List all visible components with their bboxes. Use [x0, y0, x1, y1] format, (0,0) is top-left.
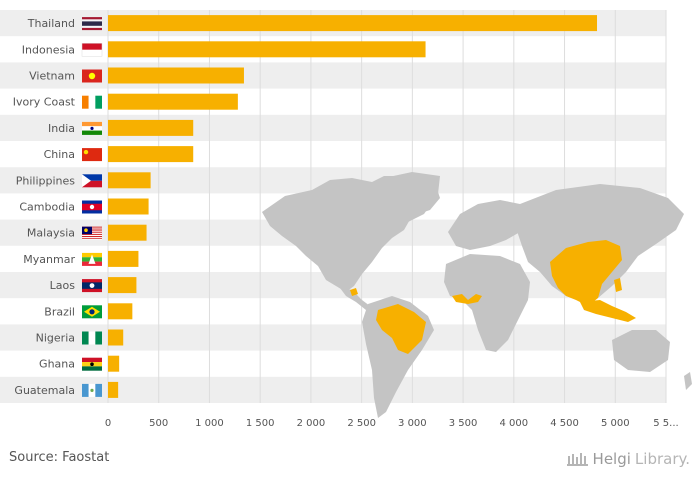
bar — [108, 329, 124, 346]
category-label: Indonesia — [22, 43, 75, 56]
ghana-flag — [82, 357, 102, 371]
x-tick-label: 2 500 — [347, 418, 376, 429]
map-africa — [444, 254, 530, 352]
guatemala-flag — [82, 383, 102, 397]
bar — [108, 277, 137, 294]
bar — [108, 381, 119, 398]
nigeria-flag — [82, 331, 102, 345]
x-tick-label: 4 000 — [499, 418, 528, 429]
bar — [108, 15, 598, 32]
brazil-flag — [82, 305, 102, 319]
brand-logo: Helgi Library. — [566, 450, 690, 468]
brand-name-part1: Helgi — [592, 450, 631, 468]
bar — [108, 250, 139, 267]
category-label: Ghana — [39, 358, 75, 371]
bar — [108, 93, 238, 110]
vietnam-flag — [82, 69, 102, 83]
category-label: Myanmar — [23, 253, 75, 266]
map-maritime-sea — [580, 300, 636, 322]
category-label: Vietnam — [29, 70, 75, 83]
x-tick-label: 2 000 — [297, 418, 326, 429]
x-tick-label: 3 500 — [449, 418, 478, 429]
x-tick-label: 1 000 — [195, 418, 224, 429]
category-label: Thailand — [27, 17, 75, 30]
ivory-coast-flag — [82, 95, 102, 109]
india-flag — [82, 121, 102, 135]
bar — [108, 172, 151, 189]
bar — [108, 224, 147, 241]
x-tick-label: 3 000 — [398, 418, 427, 429]
bar — [108, 41, 426, 58]
bar — [108, 119, 194, 136]
category-label: Cambodia — [19, 201, 75, 214]
map-asia-producers — [550, 240, 622, 306]
bar — [108, 67, 244, 84]
thailand-flag — [82, 17, 102, 31]
category-label: Nigeria — [36, 332, 75, 345]
source-note: Source: Faostat — [9, 450, 110, 465]
category-label: Ivory Coast — [13, 96, 76, 109]
map-australia — [612, 330, 670, 372]
x-tick-label: 5 5... — [653, 418, 678, 429]
bar — [108, 146, 194, 163]
brand-name-part2: Library. — [634, 450, 690, 468]
x-tick-label: 4 500 — [550, 418, 579, 429]
map-guatemala — [350, 288, 358, 296]
china-flag — [82, 148, 102, 162]
laos-flag — [82, 279, 102, 293]
category-label: Malaysia — [27, 227, 75, 240]
map-europe — [448, 200, 528, 250]
world-map — [262, 172, 692, 418]
category-label: Laos — [50, 279, 76, 292]
category-label: Brazil — [44, 305, 75, 318]
map-new-zealand — [684, 372, 692, 390]
x-tick-label: 0 — [105, 418, 111, 429]
map-greenland — [384, 172, 440, 222]
bar — [108, 355, 120, 372]
category-label: Guatemala — [14, 384, 75, 397]
map-west-africa — [452, 294, 482, 304]
myanmar-flag — [82, 252, 102, 266]
library-building-icon — [566, 453, 588, 466]
bar — [108, 303, 133, 320]
map-philippines — [614, 278, 622, 292]
x-tick-label: 1 500 — [246, 418, 275, 429]
x-tick-label: 5 000 — [601, 418, 630, 429]
category-label: Philippines — [16, 174, 76, 187]
map-brazil — [376, 304, 426, 354]
x-tick-label: 500 — [149, 418, 168, 429]
cambodia-flag — [82, 200, 102, 214]
bar — [108, 198, 149, 215]
category-label: China — [44, 148, 75, 161]
map-central-america — [340, 288, 370, 310]
category-label: India — [48, 122, 75, 135]
philippines-flag — [82, 174, 102, 188]
indonesia-flag — [81, 43, 103, 57]
malaysia-flag — [82, 226, 102, 240]
